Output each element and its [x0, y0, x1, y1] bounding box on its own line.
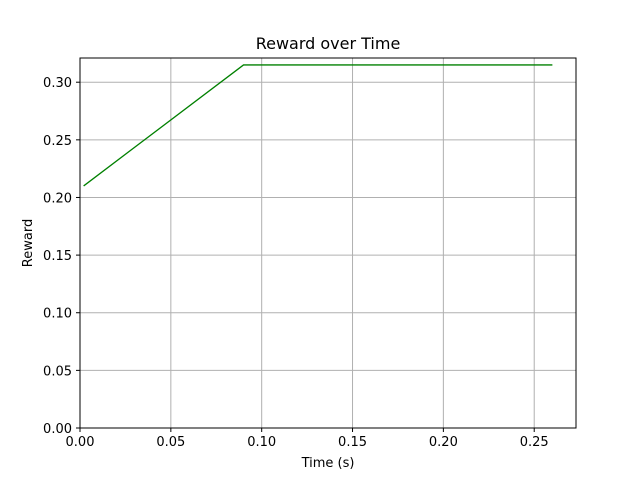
x-axis-label: Time (s) — [301, 456, 355, 471]
tick-labels: 0.00 0.05 0.10 0.15 0.20 0.25 0.00 0.05 0.10 0.15… — [43, 76, 549, 450]
y-tick-label: 0.15 — [43, 249, 72, 264]
y-tick-label: 0.20 — [43, 191, 72, 206]
series-layer — [83, 64, 553, 187]
grid-lines — [79, 58, 576, 429]
y-tick-label: 0.05 — [43, 364, 72, 379]
series-line — [83, 64, 553, 187]
x-tick-label: 0.05 — [156, 435, 185, 450]
y-tick-label: 0.25 — [43, 134, 72, 149]
y-tick-label: 0.30 — [43, 76, 72, 91]
x-tick-label: 0.20 — [429, 435, 458, 450]
chart-title: Reward over Time — [256, 34, 401, 53]
x-tick-label: 0.15 — [338, 435, 367, 450]
y-axis-label: Reward — [21, 219, 36, 267]
x-tick-label: 0.00 — [66, 435, 95, 450]
y-tick-label: 0.10 — [43, 307, 72, 322]
y-tick-label: 0.00 — [43, 422, 72, 437]
plot-frame — [79, 57, 577, 429]
x-tick-label: 0.25 — [520, 435, 549, 450]
tick-marks — [76, 81, 535, 432]
x-tick-label: 0.10 — [247, 435, 276, 450]
